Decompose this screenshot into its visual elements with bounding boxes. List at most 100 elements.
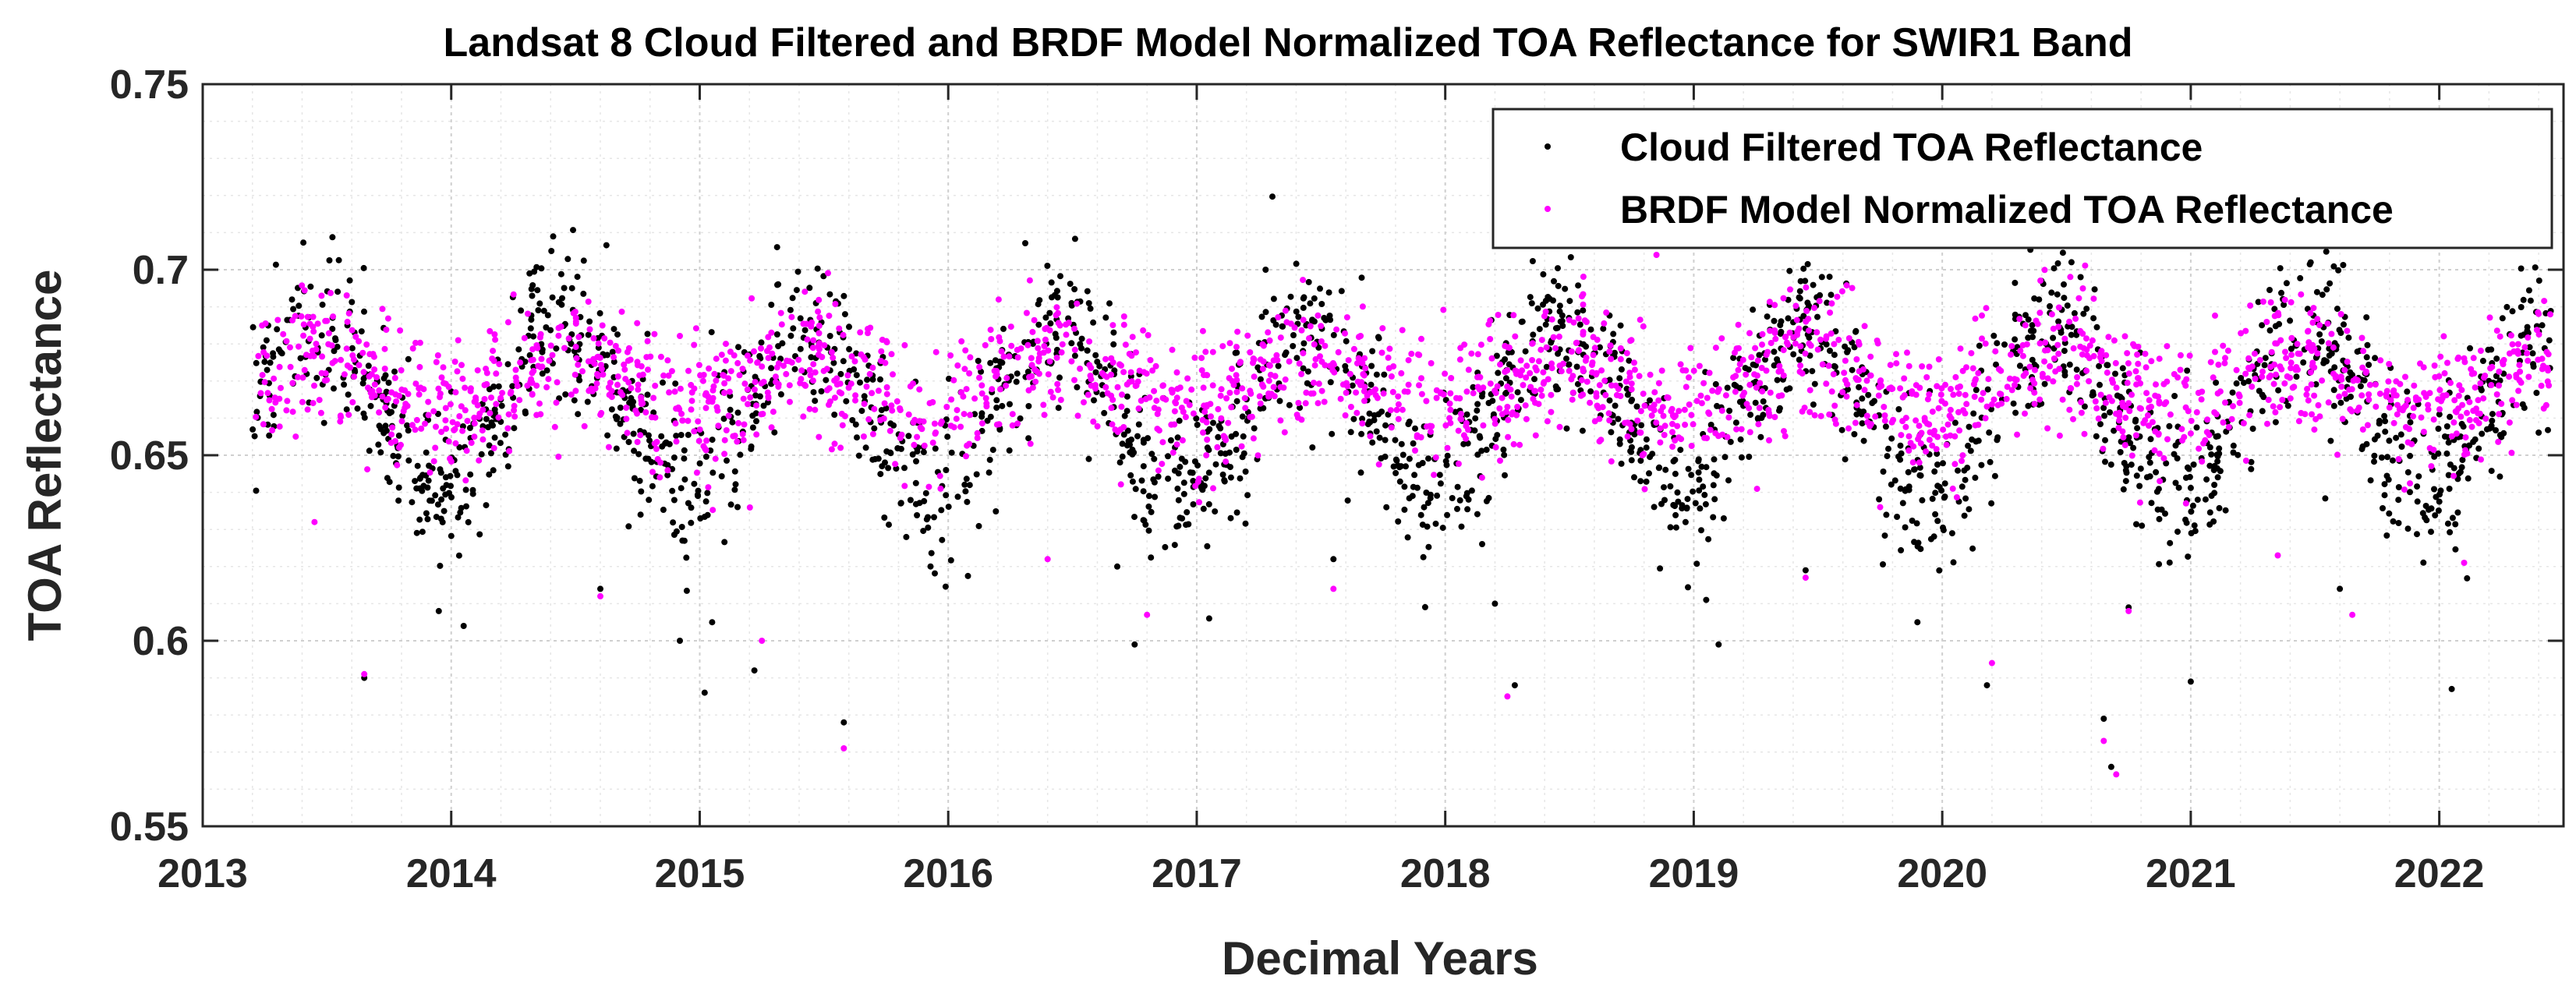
scatter-point	[1382, 422, 1389, 429]
scatter-point	[1501, 451, 1508, 458]
scatter-point	[1594, 336, 1601, 343]
scatter-point	[862, 356, 869, 363]
scatter-point	[1767, 340, 1775, 346]
scatter-point	[1116, 459, 1123, 466]
scatter-point	[2390, 387, 2397, 394]
scatter-point	[701, 689, 708, 696]
scatter-point	[287, 363, 294, 370]
scatter-point	[1971, 394, 1978, 400]
scatter-point	[2066, 406, 2073, 413]
scatter-point	[1383, 504, 1390, 511]
scatter-point	[837, 444, 844, 451]
scatter-point	[1895, 406, 1902, 412]
scatter-point	[1527, 294, 1534, 301]
scatter-point	[1358, 359, 1365, 366]
scatter-point	[1453, 394, 1460, 401]
legend-marker-brdf-normalized	[1545, 206, 1551, 212]
scatter-point	[957, 423, 964, 430]
scatter-point	[449, 419, 456, 426]
scatter-point	[986, 456, 993, 463]
scatter-point	[572, 387, 579, 394]
scatter-point	[1233, 344, 1240, 351]
scatter-point	[304, 406, 311, 413]
scatter-point	[1532, 432, 1539, 439]
scatter-point	[1932, 490, 1939, 497]
scatter-point	[1660, 412, 1667, 419]
scatter-point	[1737, 436, 1744, 443]
scatter-point	[911, 441, 918, 448]
scatter-point	[434, 352, 441, 359]
scatter-point	[1152, 362, 1159, 369]
scatter-point	[1983, 682, 1990, 689]
scatter-point	[2215, 361, 2222, 368]
scatter-point	[1941, 493, 1948, 500]
scatter-point	[793, 287, 800, 294]
scatter-point	[2359, 364, 2366, 371]
scatter-point	[683, 554, 690, 561]
scatter-point	[2078, 398, 2085, 405]
scatter-point	[961, 481, 968, 488]
scatter-point	[438, 374, 445, 381]
scatter-point	[1711, 470, 1718, 477]
y-tick-labels: 0.550.60.650.70.75	[110, 62, 189, 850]
scatter-point	[881, 400, 888, 407]
scatter-point	[275, 346, 282, 353]
scatter-point	[2143, 364, 2150, 371]
scatter-point	[1796, 368, 1803, 375]
scatter-point	[2184, 367, 2191, 374]
scatter-point	[2316, 331, 2323, 338]
scatter-point	[1957, 345, 1964, 352]
scatter-point	[1074, 384, 1081, 391]
scatter-point	[928, 550, 935, 557]
scatter-point	[2383, 472, 2390, 479]
scatter-point	[652, 414, 659, 421]
scatter-point	[363, 341, 370, 348]
scatter-point	[1366, 419, 1373, 425]
scatter-point	[1739, 356, 1746, 363]
scatter-point	[671, 532, 678, 538]
scatter-point	[533, 382, 540, 389]
scatter-point	[2163, 460, 2170, 467]
scatter-point	[1201, 483, 1208, 490]
scatter-point	[1514, 404, 1521, 410]
scatter-point	[910, 419, 917, 426]
scatter-point	[993, 405, 1000, 411]
scatter-point	[2344, 359, 2351, 366]
scatter-point	[931, 514, 937, 521]
scatter-point	[343, 292, 350, 299]
scatter-point	[1275, 314, 1282, 320]
scatter-point	[491, 331, 498, 338]
scatter-point	[2238, 375, 2245, 381]
scatter-point	[869, 390, 876, 397]
scatter-point	[1368, 381, 1375, 388]
scatter-point	[1824, 299, 1831, 306]
scatter-point	[2051, 265, 2058, 272]
scatter-point	[349, 327, 356, 334]
scatter-point	[1764, 313, 1771, 320]
scatter-point	[1342, 362, 1349, 369]
scatter-point	[2175, 484, 2182, 491]
scatter-point	[1155, 473, 1162, 480]
scatter-point	[1767, 389, 1774, 396]
scatter-point	[1924, 396, 1931, 403]
scatter-point	[2193, 408, 2200, 415]
scatter-point	[1177, 463, 1184, 470]
scatter-point	[1234, 328, 1241, 335]
scatter-point	[2305, 327, 2312, 334]
scatter-point	[801, 288, 809, 295]
scatter-point	[664, 357, 671, 364]
scatter-point	[2090, 315, 2097, 322]
scatter-point	[1698, 527, 1704, 534]
scatter-point	[409, 499, 416, 506]
scatter-point	[2363, 354, 2370, 361]
scatter-point	[1071, 352, 1078, 359]
scatter-point	[498, 402, 505, 409]
scatter-point	[2304, 386, 2311, 392]
scatter-point	[2313, 288, 2320, 295]
scatter-point	[2019, 352, 2026, 359]
scatter-point	[2153, 468, 2160, 476]
scatter-point	[1174, 385, 1181, 392]
scatter-point	[2077, 343, 2084, 350]
scatter-point	[2206, 521, 2213, 528]
scatter-point	[2509, 397, 2516, 404]
